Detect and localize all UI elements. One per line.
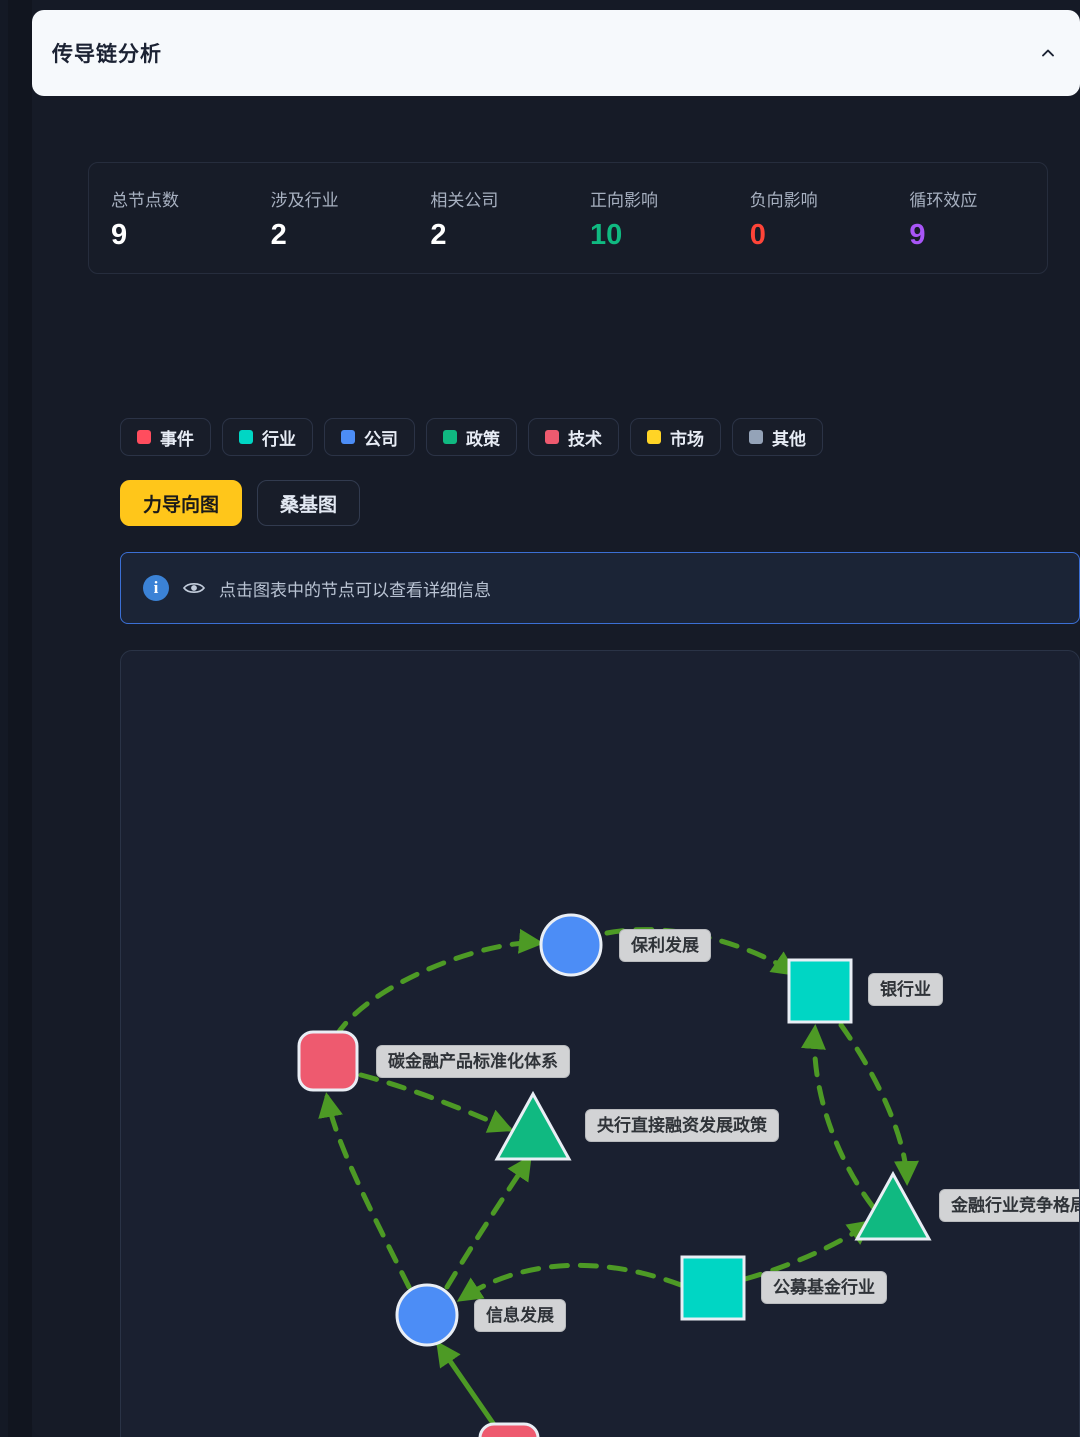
edge-jinrong-yinhang bbox=[801, 1024, 876, 1210]
color-swatch-icon bbox=[545, 430, 559, 444]
stat-label: 总节点数 bbox=[111, 191, 179, 210]
edge-gongmu-xinxi bbox=[456, 1262, 684, 1302]
edge-xinxi-yangxing bbox=[444, 1154, 532, 1290]
color-swatch-icon bbox=[749, 430, 763, 444]
view-tab-row: 力导向图 桑基图 bbox=[120, 480, 361, 526]
stat-label: 涉及行业 bbox=[270, 191, 339, 210]
color-swatch-icon bbox=[341, 430, 355, 444]
node-label-yangxing[interactable]: 央行直接融资发展政策 bbox=[585, 1109, 779, 1142]
info-banner-text: 点击图表中的节点可以查看详细信息 bbox=[219, 580, 491, 600]
chevron-up-icon[interactable] bbox=[1036, 41, 1060, 65]
stat-positive-impact: 正向影响 10 bbox=[568, 186, 728, 250]
force-graph-canvas[interactable] bbox=[121, 651, 1079, 1437]
stat-label: 相关公司 bbox=[430, 191, 499, 210]
page-gutter bbox=[8, 0, 32, 1437]
legend-label: 政策 bbox=[466, 429, 500, 449]
tab-force-graph[interactable]: 力导向图 bbox=[120, 480, 243, 526]
graph-node-beidou[interactable] bbox=[478, 1422, 540, 1437]
node-label-tanjinrong[interactable]: 碳金融产品标准化体系 bbox=[376, 1045, 570, 1078]
tab-sankey[interactable]: 桑基图 bbox=[257, 480, 361, 526]
graph-node-jinrong[interactable] bbox=[854, 1170, 932, 1241]
stat-label: 正向影响 bbox=[590, 191, 659, 210]
stat-value: 2 bbox=[270, 219, 287, 251]
legend-label: 其他 bbox=[772, 429, 806, 449]
stat-companies: 相关公司 2 bbox=[408, 186, 568, 250]
force-graph-container[interactable]: 保利发展 银行业 碳金融产品标准化体系 央行直接融资发展政策 金融行业竞争格局 … bbox=[120, 650, 1080, 1437]
panel-body: 总节点数 9 涉及行业 2 相关公司 2 正向影响 10 负向影响 0 循环效应… bbox=[32, 100, 1080, 1437]
stats-card: 总节点数 9 涉及行业 2 相关公司 2 正向影响 10 负向影响 0 循环效应… bbox=[88, 162, 1048, 274]
legend-label: 行业 bbox=[262, 429, 296, 449]
stat-value: 0 bbox=[749, 219, 766, 251]
stat-value: 9 bbox=[111, 219, 128, 251]
graph-node-baoli[interactable] bbox=[539, 913, 603, 977]
node-label-xinxi[interactable]: 信息发展 bbox=[474, 1299, 566, 1332]
legend-label: 技术 bbox=[568, 429, 602, 449]
panel-header[interactable]: 传导链分析 bbox=[32, 10, 1080, 96]
info-banner: i 点击图表中的节点可以查看详细信息 bbox=[120, 552, 1080, 624]
stat-industries: 涉及行业 2 bbox=[249, 186, 409, 250]
legend-label: 公司 bbox=[364, 429, 398, 449]
node-label-baoli[interactable]: 保利发展 bbox=[619, 929, 711, 962]
legend-row: 事件 行业 公司 政策 技术 市场 bbox=[120, 418, 823, 456]
edge-xinxi-tanjinrong bbox=[318, 1092, 412, 1290]
stat-cycle-effect: 循环效应 9 bbox=[887, 186, 1047, 250]
edge-gongmu-jinrong bbox=[742, 1220, 874, 1282]
edge-beidou-xinxi bbox=[436, 1340, 500, 1432]
graph-node-tanjinrong[interactable] bbox=[297, 1030, 359, 1092]
legend-chip-other[interactable]: 其他 bbox=[732, 418, 823, 456]
edge-yinhang-jinrong bbox=[838, 1022, 919, 1186]
legend-chip-industry[interactable]: 行业 bbox=[222, 418, 313, 456]
stat-value: 10 bbox=[590, 219, 623, 251]
stat-value: 9 bbox=[909, 219, 926, 251]
legend-label: 事件 bbox=[160, 429, 194, 449]
legend-chip-company[interactable]: 公司 bbox=[324, 418, 415, 456]
color-swatch-icon bbox=[239, 430, 253, 444]
node-label-yinhang[interactable]: 银行业 bbox=[868, 973, 943, 1006]
stat-negative-impact: 负向影响 0 bbox=[728, 186, 888, 250]
graph-node-gongmu[interactable] bbox=[680, 1255, 746, 1321]
graph-nodes[interactable] bbox=[297, 913, 932, 1437]
color-swatch-icon bbox=[647, 430, 661, 444]
eye-icon bbox=[183, 581, 205, 595]
legend-chip-market[interactable]: 市场 bbox=[630, 418, 721, 456]
edge-tanjinrong-baoli bbox=[333, 928, 544, 1039]
graph-node-yinhang[interactable] bbox=[787, 958, 853, 1024]
page-title: 传导链分析 bbox=[52, 43, 162, 66]
node-label-gongmu[interactable]: 公募基金行业 bbox=[761, 1271, 887, 1304]
info-circle-icon: i bbox=[143, 575, 169, 601]
node-label-jinrong[interactable]: 金融行业竞争格局 bbox=[939, 1189, 1079, 1222]
stat-value: 2 bbox=[430, 219, 447, 251]
edge-tanjinrong-yangxing bbox=[358, 1072, 514, 1133]
color-swatch-icon bbox=[443, 430, 457, 444]
legend-chip-event[interactable]: 事件 bbox=[120, 418, 211, 456]
legend-chip-technology[interactable]: 技术 bbox=[528, 418, 619, 456]
legend-chip-policy[interactable]: 政策 bbox=[426, 418, 517, 456]
legend-label: 市场 bbox=[670, 429, 704, 449]
graph-node-yangxing[interactable] bbox=[494, 1090, 572, 1161]
color-swatch-icon bbox=[137, 430, 151, 444]
stat-label: 循环效应 bbox=[909, 191, 978, 210]
graph-node-xinxi[interactable] bbox=[395, 1283, 459, 1347]
graph-edges bbox=[318, 927, 919, 1432]
stat-label: 负向影响 bbox=[749, 191, 818, 210]
stat-total-nodes: 总节点数 9 bbox=[89, 186, 249, 250]
